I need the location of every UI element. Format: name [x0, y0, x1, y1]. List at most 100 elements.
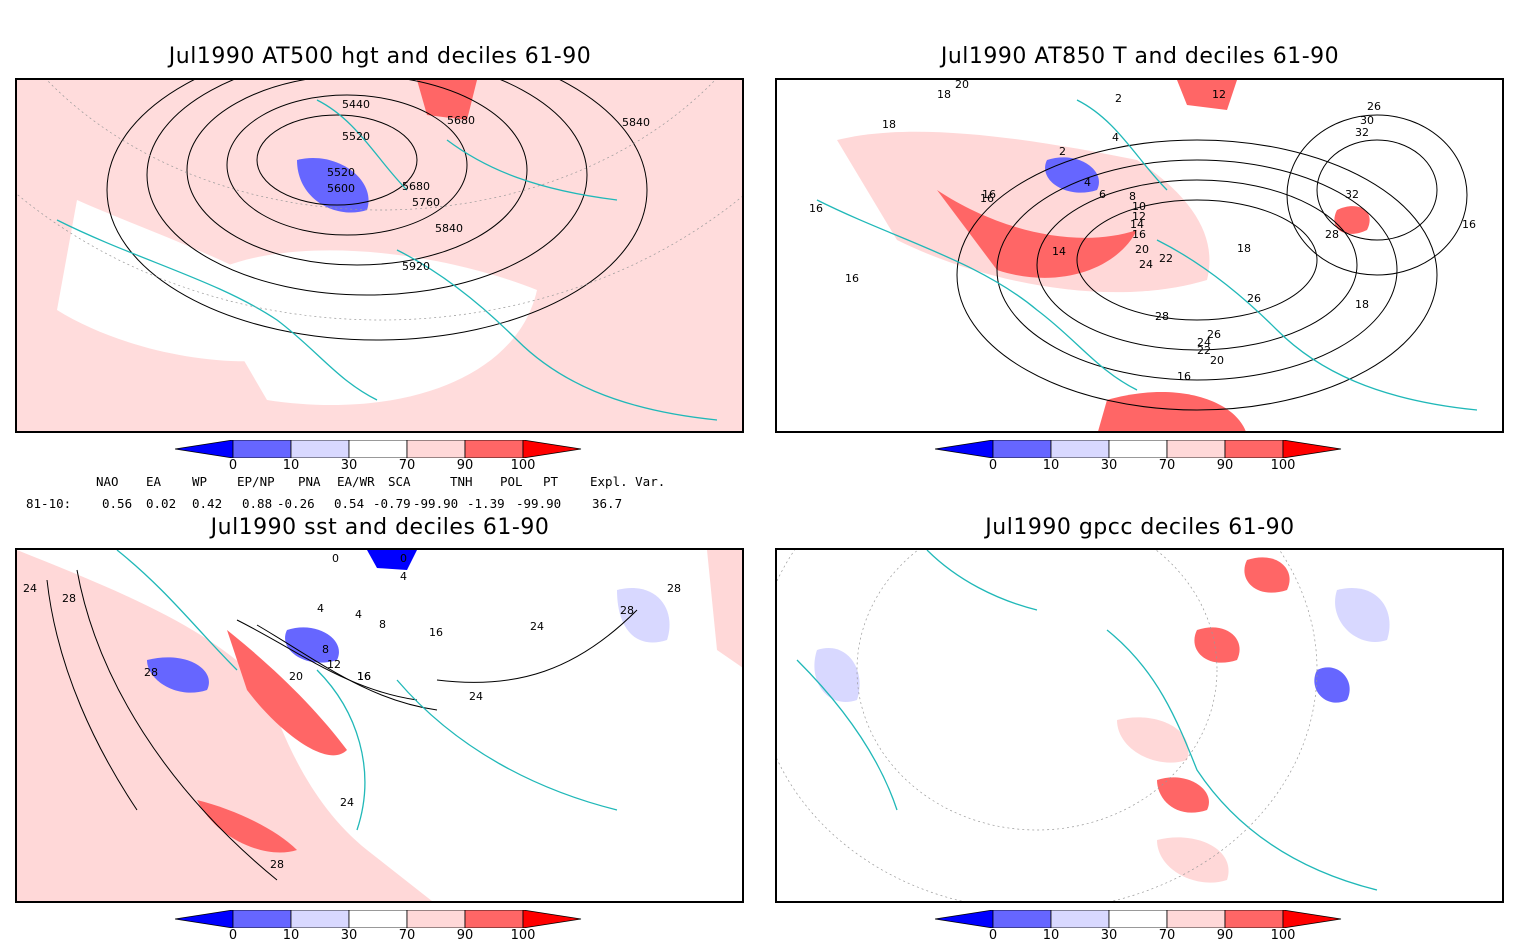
contour-label: 18 — [937, 88, 951, 101]
colorbar-4-bar — [934, 909, 1342, 929]
map-sst-canvas: 24 28 28 20 16 12 8 8 4 4 4 0 0 24 24 28… — [17, 550, 742, 901]
contour-label: 5680 — [447, 114, 475, 127]
contour-label: 20 — [289, 670, 303, 683]
contour-label: 16 — [357, 670, 371, 683]
map-gpcc — [775, 548, 1504, 903]
contour-label: 20 — [955, 80, 969, 91]
index-value: 0.88 — [242, 496, 273, 511]
contour-label: 8 — [322, 643, 329, 656]
contour-label: 32 — [1345, 188, 1359, 201]
index-value: 36.7 — [592, 496, 623, 511]
contour-label: 28 — [667, 582, 681, 595]
contour-label: 24 — [1139, 258, 1153, 271]
colorbar-4-tick: 30 — [1100, 928, 1118, 943]
colorbar-2-tick: 30 — [1100, 458, 1118, 473]
contour-label: 16 — [1132, 228, 1146, 241]
contour-label: 5760 — [412, 196, 440, 209]
contour-label: 4 — [1084, 176, 1091, 189]
contour-label: 5840 — [435, 222, 463, 235]
teleconnection-indices: NAO EA WP EP/NP PNA EA/WR SCA TNH POL PT… — [0, 474, 760, 514]
colorbar-2: 0 10 30 70 90 100 — [934, 439, 1355, 478]
contour-label: 26 — [1207, 328, 1221, 341]
colorbar-1-tick: 30 — [340, 458, 358, 473]
contour-label: 12 — [1212, 88, 1226, 101]
contour-label: 24 — [530, 620, 544, 633]
colorbar-3-tick: 0 — [228, 928, 238, 943]
colorbar-1-tick: 0 — [228, 458, 238, 473]
colorbar-2-tick: 10 — [1042, 458, 1060, 473]
contour-label: 24 — [469, 690, 483, 703]
contour-label: 26 — [1247, 292, 1261, 305]
contour-label: 4 — [400, 570, 407, 583]
contour-label: 4 — [1112, 131, 1119, 144]
contour-label: 5600 — [327, 182, 355, 195]
index-value: -0.79 — [373, 496, 411, 511]
index-name: POL — [500, 474, 523, 489]
colorbar-4-tick: 90 — [1216, 928, 1234, 943]
contour-label: 24 — [1197, 336, 1211, 349]
colorbar-3-tick: 70 — [398, 928, 416, 943]
colorbar-1-tick: 100 — [510, 458, 536, 473]
contour-label: 5440 — [342, 98, 370, 111]
contour-label: 16 — [1177, 370, 1191, 383]
contour-label: 2 — [1115, 92, 1122, 105]
colorbar-1: 0 10 30 70 90 100 — [174, 439, 595, 478]
panel-title-gpcc: Jul1990 gpcc deciles 61-90 — [985, 515, 1295, 540]
index-name: EA/WR — [337, 474, 375, 489]
contour-label: 16 — [845, 272, 859, 285]
index-name: Expl. Var. — [590, 474, 666, 489]
contour-label: 12 — [327, 658, 341, 671]
colorbar-1-tick: 10 — [282, 458, 300, 473]
map-hgt500-canvas: 5440 5520 5520 5600 5680 5680 5760 5840 … — [17, 80, 742, 431]
contour-label: 16 — [429, 626, 443, 639]
t850-contour-labels: 18 18 20 2 2 4 4 6 8 10 12 14 16 16 14 2… — [809, 80, 1476, 383]
colorbar-3: 0 10 30 70 90 100 — [174, 909, 595, 948]
index-row-label: 81-10: — [26, 496, 72, 511]
contour-label: 24 — [23, 582, 37, 595]
contour-label: 18 — [882, 118, 896, 131]
colorbar-2-tick: 90 — [1216, 458, 1234, 473]
contour-label: 8 — [1129, 190, 1136, 203]
contour-label: 4 — [355, 608, 362, 621]
contour-label: 22 — [1159, 252, 1173, 265]
contour-label: 16 — [809, 202, 823, 215]
contour-label: 24 — [340, 796, 354, 809]
contour-label: 26 — [1367, 100, 1381, 113]
colorbar-3-tick: 90 — [456, 928, 474, 943]
map-sst: 24 28 28 20 16 12 8 8 4 4 4 0 0 24 24 28… — [15, 548, 744, 903]
panel-title-t850: Jul1990 AT850 T and deciles 61-90 — [940, 44, 1340, 69]
contour-label: 18 — [1237, 242, 1251, 255]
contour-label: 5840 — [622, 116, 650, 129]
contour-label: 16 — [357, 670, 371, 683]
colorbar-1-bar — [174, 439, 582, 459]
contour-label: 8 — [379, 618, 386, 631]
colorbar-4-tick: 10 — [1042, 928, 1060, 943]
index-name: EA — [146, 474, 162, 489]
index-value: -99.90 — [516, 496, 562, 511]
index-value: 0.54 — [334, 496, 365, 511]
contour-label: 20 — [1135, 243, 1149, 256]
contour-label: 30 — [1360, 114, 1374, 127]
map-hgt500: 5440 5520 5520 5600 5680 5680 5760 5840 … — [15, 78, 744, 433]
contour-label: 5920 — [402, 260, 430, 273]
colorbar-4: 0 10 30 70 90 100 — [934, 909, 1355, 948]
index-name: SCA — [388, 474, 411, 489]
index-value: -0.26 — [277, 496, 315, 511]
contour-label: 5520 — [327, 166, 355, 179]
contour-label: 18 — [1355, 298, 1369, 311]
map-gpcc-canvas — [777, 550, 1502, 901]
contour-label: 10 — [1132, 200, 1146, 213]
contour-label: 28 — [1325, 228, 1339, 241]
colorbar-3-tick: 30 — [340, 928, 358, 943]
colorbar-3-tick: 10 — [282, 928, 300, 943]
index-value: -99.90 — [413, 496, 459, 511]
colorbar-1-tick: 70 — [398, 458, 416, 473]
contour-label: 28 — [270, 858, 284, 871]
colorbar-3-tick: 100 — [510, 928, 536, 943]
contour-label: 12 — [1132, 210, 1146, 223]
index-name: NAO — [96, 474, 119, 489]
contour-label: 16 — [1462, 218, 1476, 231]
contour-label: 20 — [1210, 354, 1224, 367]
index-value: -1.39 — [467, 496, 505, 511]
colorbar-2-tick: 70 — [1158, 458, 1176, 473]
